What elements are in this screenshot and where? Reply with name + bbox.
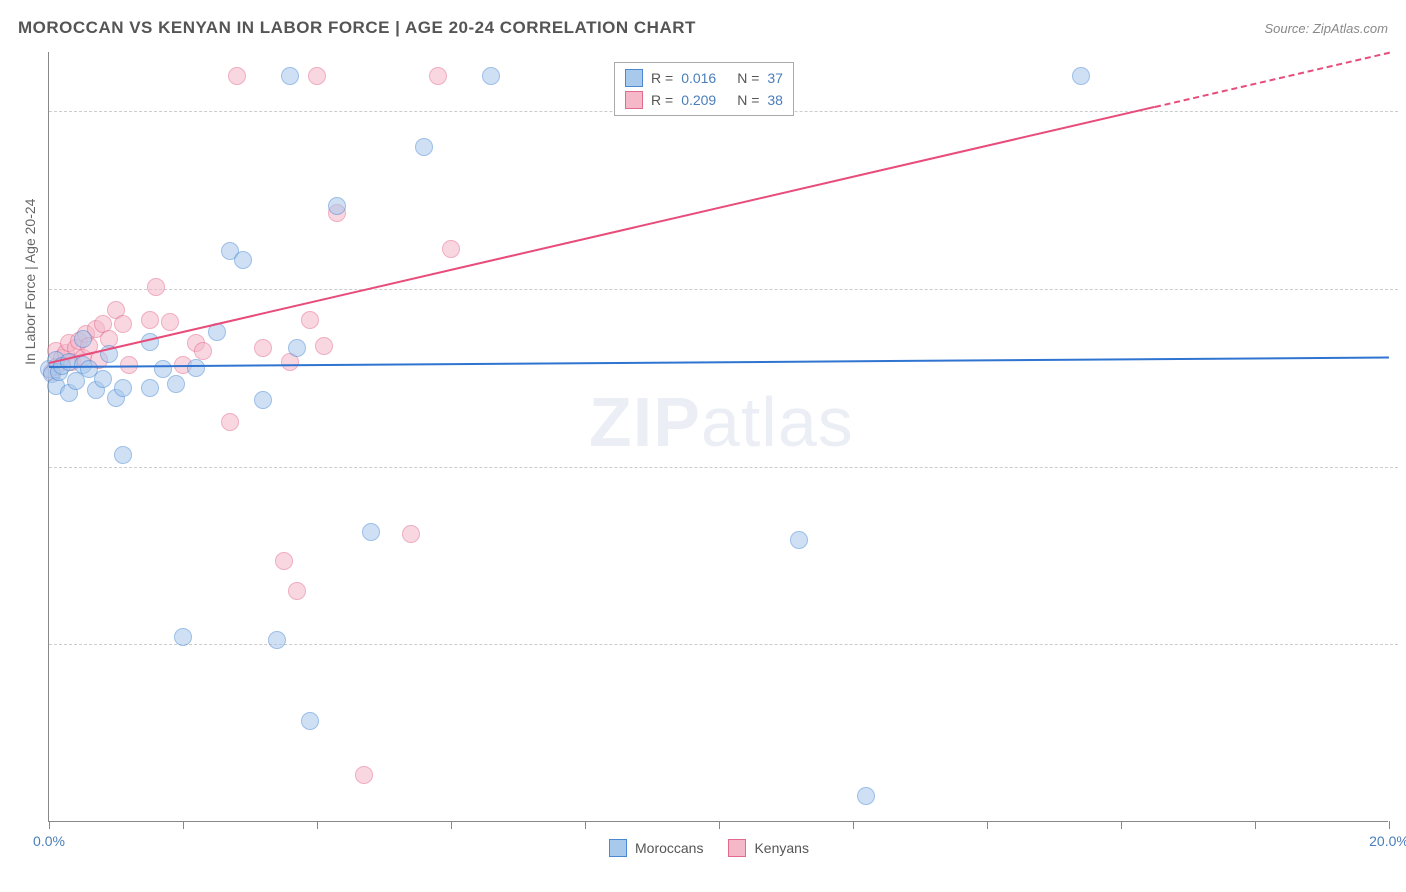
scatter-point-moroccans [114, 446, 132, 464]
scatter-point-kenyans [301, 311, 319, 329]
y-axis-title: In Labor Force | Age 20-24 [22, 199, 38, 365]
scatter-point-moroccans [114, 379, 132, 397]
x-tick [49, 821, 50, 829]
scatter-point-kenyans [114, 315, 132, 333]
correlation-legend: R = 0.016 N = 37 R = 0.209 N = 38 [614, 62, 794, 116]
legend-row-moroccans: R = 0.016 N = 37 [625, 67, 783, 89]
scatter-point-kenyans [161, 313, 179, 331]
trend-line-dashed [1154, 52, 1389, 108]
scatter-point-moroccans [174, 628, 192, 646]
scatter-point-moroccans [281, 67, 299, 85]
x-tick-label: 0.0% [33, 833, 65, 849]
scatter-point-moroccans [268, 631, 286, 649]
trend-line [49, 106, 1155, 364]
scatter-point-moroccans [857, 787, 875, 805]
legend-n-label: N = [737, 70, 759, 86]
x-tick [1121, 821, 1122, 829]
scatter-point-moroccans [362, 523, 380, 541]
scatter-point-moroccans [328, 197, 346, 215]
scatter-point-kenyans [147, 278, 165, 296]
source-name: ZipAtlas.com [1313, 21, 1388, 36]
x-tick-label: 20.0% [1369, 833, 1406, 849]
scatter-point-kenyans [315, 337, 333, 355]
scatter-point-kenyans [194, 342, 212, 360]
series-legend-item-moroccans: Moroccans [609, 839, 703, 857]
scatter-point-kenyans [221, 413, 239, 431]
gridline-h [49, 289, 1398, 290]
x-tick [585, 821, 586, 829]
watermark: ZIPatlas [589, 382, 854, 462]
scatter-point-kenyans [141, 311, 159, 329]
scatter-point-moroccans [482, 67, 500, 85]
legend-r-value: 0.209 [681, 92, 729, 108]
x-tick [853, 821, 854, 829]
scatter-point-kenyans [308, 67, 326, 85]
scatter-point-moroccans [154, 360, 172, 378]
legend-n-value: 38 [767, 92, 783, 108]
series-legend-item-kenyans: Kenyans [728, 839, 808, 857]
scatter-point-kenyans [442, 240, 460, 258]
scatter-point-kenyans [402, 525, 420, 543]
x-tick [719, 821, 720, 829]
series-swatch-moroccans [609, 839, 627, 857]
x-tick [451, 821, 452, 829]
legend-n-value: 37 [767, 70, 783, 86]
chart-header: MOROCCAN VS KENYAN IN LABOR FORCE | AGE … [18, 18, 1388, 38]
scatter-point-moroccans [790, 531, 808, 549]
series-label-moroccans: Moroccans [635, 840, 703, 856]
legend-row-kenyans: R = 0.209 N = 38 [625, 89, 783, 111]
scatter-point-moroccans [1072, 67, 1090, 85]
watermark-rest: atlas [701, 383, 854, 461]
scatter-point-moroccans [94, 370, 112, 388]
legend-n-label: N = [737, 92, 759, 108]
series-label-kenyans: Kenyans [754, 840, 808, 856]
x-tick [317, 821, 318, 829]
x-tick [987, 821, 988, 829]
x-tick [183, 821, 184, 829]
legend-r-label: R = [651, 70, 673, 86]
scatter-point-moroccans [187, 359, 205, 377]
scatter-point-moroccans [234, 251, 252, 269]
scatter-plot-area: ZIPatlas 55.0%70.0%85.0%100.0%0.0%20.0%R… [48, 52, 1388, 822]
scatter-point-kenyans [275, 552, 293, 570]
scatter-point-moroccans [415, 138, 433, 156]
legend-r-label: R = [651, 92, 673, 108]
scatter-point-moroccans [167, 375, 185, 393]
series-legend: Moroccans Kenyans [609, 839, 809, 857]
source-attribution: Source: ZipAtlas.com [1264, 21, 1388, 36]
x-tick [1389, 821, 1390, 829]
legend-swatch-kenyans [625, 91, 643, 109]
gridline-h [49, 644, 1398, 645]
legend-r-value: 0.016 [681, 70, 729, 86]
scatter-point-kenyans [228, 67, 246, 85]
series-swatch-kenyans [728, 839, 746, 857]
x-tick [1255, 821, 1256, 829]
scatter-point-kenyans [288, 582, 306, 600]
trend-line [49, 356, 1389, 367]
gridline-h [49, 467, 1398, 468]
scatter-point-moroccans [254, 391, 272, 409]
watermark-bold: ZIP [589, 383, 701, 461]
source-prefix: Source: [1264, 21, 1312, 36]
scatter-point-kenyans [429, 67, 447, 85]
scatter-point-kenyans [254, 339, 272, 357]
scatter-point-moroccans [141, 333, 159, 351]
scatter-point-moroccans [288, 339, 306, 357]
scatter-point-moroccans [74, 330, 92, 348]
scatter-point-kenyans [355, 766, 373, 784]
scatter-point-moroccans [141, 379, 159, 397]
legend-swatch-moroccans [625, 69, 643, 87]
scatter-point-moroccans [301, 712, 319, 730]
chart-title: MOROCCAN VS KENYAN IN LABOR FORCE | AGE … [18, 18, 696, 38]
